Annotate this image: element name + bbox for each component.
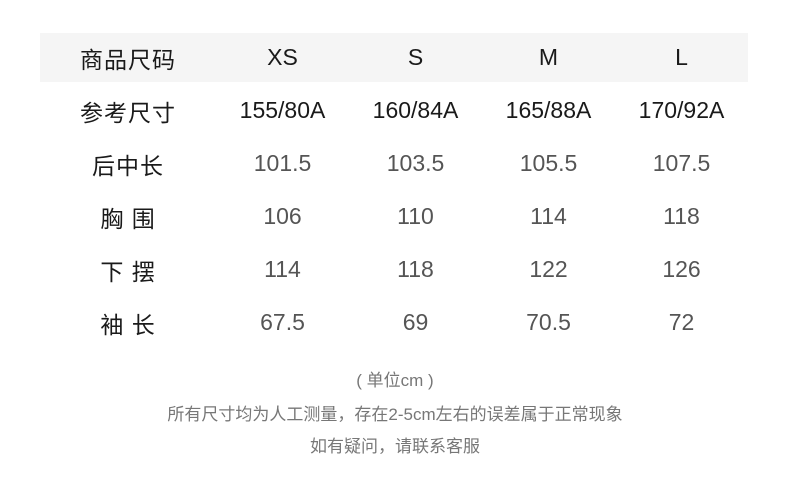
- measurement-disclaimer: 所有尺寸均为人工测量，存在2-5cm左右的误差属于正常现象: [167, 405, 623, 424]
- table-cell: 110: [397, 203, 434, 229]
- table-cell: 69: [402, 309, 429, 335]
- table-cell: 103.5: [386, 150, 445, 176]
- table-cell: 118: [663, 203, 700, 229]
- table-cell: 118: [397, 256, 434, 282]
- contact-note: 如有疑问，请联系客服: [310, 437, 480, 456]
- table-cell: 126: [662, 256, 701, 282]
- header-label: 商品尺码: [80, 46, 176, 73]
- size-header: S: [407, 44, 424, 70]
- row-label: 下 摆: [100, 258, 156, 285]
- table-cell: 72: [668, 309, 695, 335]
- table-row: 袖 长 67.5 69 70.5 72: [40, 296, 748, 349]
- table-header-row: 商品尺码 XS S M L: [40, 33, 748, 82]
- table-cell: 165/88A: [505, 97, 592, 123]
- table-row: 胸 围 106 110 114 118: [40, 190, 748, 243]
- table-cell: 114: [530, 203, 567, 229]
- table-cell: 105.5: [519, 150, 578, 176]
- table-cell: 101.5: [253, 150, 312, 176]
- size-chart-table: 商品尺码 XS S M L 参考尺寸 155/80A 160/84A 165/8…: [40, 33, 748, 349]
- table-cell: 155/80A: [239, 97, 326, 123]
- table-row: 下 摆 114 118 122 126: [40, 243, 748, 296]
- table-cell: 106: [263, 203, 302, 229]
- table-cell: 170/92A: [638, 97, 725, 123]
- size-header: M: [538, 44, 559, 70]
- table-cell: 122: [529, 256, 568, 282]
- table-row: 参考尺寸 155/80A 160/84A 165/88A 170/92A: [40, 84, 748, 137]
- size-header: L: [675, 44, 688, 70]
- table-cell: 67.5: [260, 309, 305, 335]
- row-label: 胸 围: [100, 205, 156, 232]
- table-cell: 107.5: [652, 150, 711, 176]
- table-row: 后中长 101.5 103.5 105.5 107.5: [40, 137, 748, 190]
- table-cell: 114: [264, 256, 301, 282]
- row-label: 袖 长: [100, 311, 156, 338]
- table-cell: 160/84A: [372, 97, 459, 123]
- table-cell: 70.5: [526, 309, 571, 335]
- row-label: 后中长: [92, 152, 164, 179]
- unit-note: ( 单位cm ): [356, 371, 434, 390]
- size-header: XS: [267, 44, 298, 70]
- row-label: 参考尺寸: [80, 99, 176, 126]
